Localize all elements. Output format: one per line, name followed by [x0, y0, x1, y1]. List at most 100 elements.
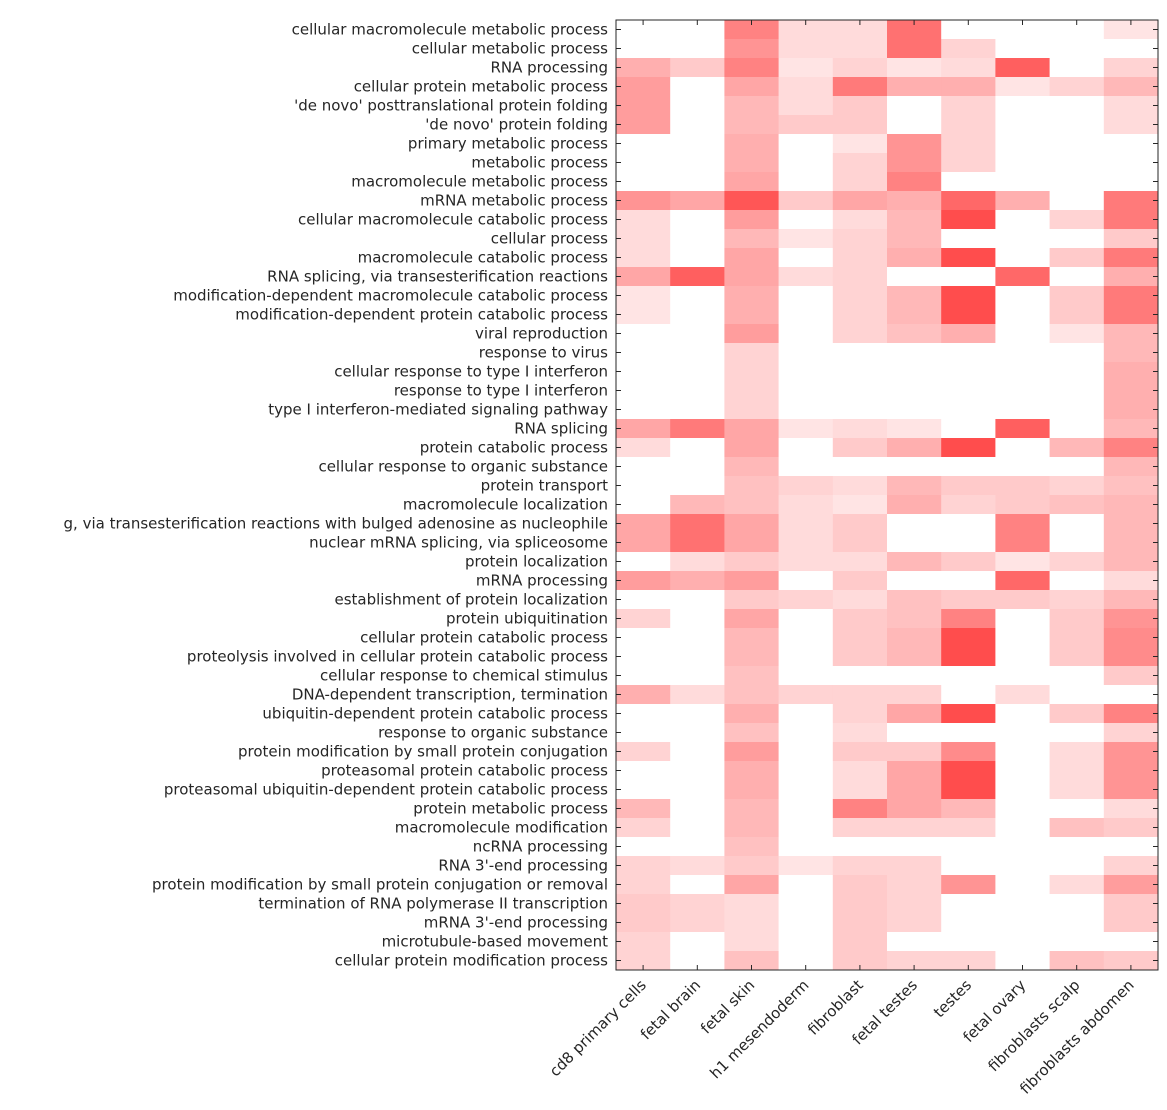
heatmap-cell: [1103, 381, 1159, 401]
heatmap-cell: [941, 533, 996, 553]
heatmap-cell: [616, 362, 671, 382]
row-label: protein transport: [481, 477, 609, 495]
heatmap-cell: [887, 666, 942, 686]
heatmap-cell: [1049, 400, 1105, 420]
heatmap-cell: [778, 571, 834, 591]
heatmap-cell: [670, 723, 725, 743]
heatmap-cell: [778, 723, 834, 743]
heatmap-cell: [724, 666, 780, 686]
row-label: 'de novo' protein folding: [425, 116, 608, 134]
heatmap-cell: [887, 96, 942, 116]
heatmap-cell: [670, 153, 725, 173]
heatmap-cell: [616, 400, 671, 420]
heatmap-cell: [832, 723, 888, 743]
heatmap-cell: [832, 77, 888, 97]
heatmap-cell: [616, 666, 671, 686]
row-label: cellular response to organic substance: [318, 458, 608, 476]
heatmap-cell: [887, 419, 942, 439]
row-label: protein modification by small protein co…: [152, 876, 608, 894]
heatmap-cell: [1103, 761, 1159, 781]
heatmap-cell: [670, 305, 725, 325]
heatmap-cell: [941, 761, 996, 781]
heatmap-cell: [778, 628, 834, 648]
heatmap-cell: [1049, 305, 1105, 325]
heatmap-cell: [941, 818, 996, 838]
heatmap-cell: [1103, 856, 1159, 876]
heatmap-cell: [1103, 495, 1159, 515]
heatmap-cell: [1049, 362, 1105, 382]
row-label: cellular protein metabolic process: [354, 78, 608, 96]
heatmap-cell: [1049, 457, 1105, 477]
heatmap-cell: [887, 514, 942, 534]
heatmap-cell: [724, 495, 780, 515]
row-label: protein localization: [465, 553, 608, 571]
heatmap-cell: [670, 77, 725, 97]
heatmap-cell: [995, 457, 1051, 477]
heatmap-cell: [941, 419, 996, 439]
heatmap-cell: [1103, 115, 1159, 135]
row-label: proteasomal ubiquitin-dependent protein …: [164, 781, 608, 799]
heatmap-cell: [778, 875, 834, 895]
heatmap-cell: [778, 761, 834, 781]
heatmap-cell: [1103, 552, 1159, 572]
heatmap-cell: [887, 609, 942, 629]
heatmap-cell: [1049, 381, 1105, 401]
heatmap-cell: [724, 229, 780, 249]
heatmap-cell: [724, 286, 780, 306]
heatmap-cell: [887, 837, 942, 857]
row-label: cellular macromolecule catabolic process: [298, 211, 608, 229]
heatmap-cell: [616, 837, 671, 857]
heatmap-cell: [616, 153, 671, 173]
heatmap-cell: [616, 267, 671, 287]
heatmap-cell: [941, 647, 996, 667]
heatmap-cell: [724, 324, 780, 344]
heatmap-cell: [670, 134, 725, 154]
heatmap-cell: [670, 96, 725, 116]
heatmap-cell: [670, 571, 725, 591]
heatmap-cell: [616, 96, 671, 116]
heatmap-cell: [616, 210, 671, 230]
heatmap-cell: [670, 324, 725, 344]
heatmap-cell: [941, 362, 996, 382]
heatmap-cell: [941, 134, 996, 154]
heatmap-cell: [616, 628, 671, 648]
heatmap-cell: [832, 248, 888, 268]
heatmap-cell: [832, 39, 888, 59]
heatmap-cell: [670, 875, 725, 895]
column-label: fibroblasts scalp: [984, 976, 1083, 1075]
heatmap-cell: [941, 856, 996, 876]
heatmap-cell: [832, 286, 888, 306]
row-label: response to organic substance: [378, 724, 608, 742]
heatmap-cell: [832, 153, 888, 173]
heatmap-cell: [832, 704, 888, 724]
heatmap-cell: [995, 704, 1051, 724]
heatmap-cell: [616, 39, 671, 59]
heatmap-cell: [724, 419, 780, 439]
heatmap-cell: [887, 400, 942, 420]
heatmap-cell: [778, 324, 834, 344]
heatmap-cell: [1103, 818, 1159, 838]
heatmap-cell: [778, 96, 834, 116]
heatmap-cell: [832, 495, 888, 515]
row-label: termination of RNA polymerase II transcr…: [258, 895, 608, 913]
heatmap-cell: [1049, 343, 1105, 363]
heatmap-cell: [995, 647, 1051, 667]
heatmap-cell: [616, 590, 671, 610]
heatmap-cell: [670, 894, 725, 914]
heatmap-cell: [941, 58, 996, 78]
heatmap-cell: [941, 514, 996, 534]
heatmap-cell: [1103, 39, 1159, 59]
heatmap-cell: [1103, 666, 1159, 686]
heatmap-cell: [832, 818, 888, 838]
heatmap-cell: [832, 476, 888, 496]
heatmap-cell: [1049, 20, 1105, 40]
heatmap-cell: [1103, 799, 1159, 819]
column-label: cd8 primary cells: [546, 976, 650, 1080]
heatmap-cell: [941, 875, 996, 895]
heatmap-cell: [616, 894, 671, 914]
heatmap-cell: [1103, 894, 1159, 914]
heatmap-cell: [832, 742, 888, 762]
heatmap-cell: [1103, 590, 1159, 610]
heatmap-cell: [1103, 723, 1159, 743]
